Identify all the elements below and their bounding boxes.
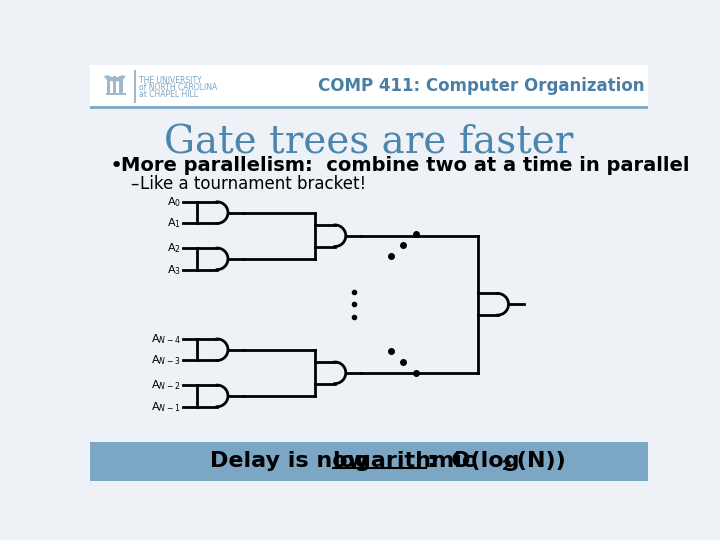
Text: THE UNIVERSITY: THE UNIVERSITY <box>139 76 202 85</box>
FancyBboxPatch shape <box>90 65 648 481</box>
Text: •: • <box>109 156 122 176</box>
Text: COMP 411: Computer Organization: COMP 411: Computer Organization <box>318 77 644 96</box>
Text: A$_1$: A$_1$ <box>167 217 181 231</box>
Text: A$_{N-2}$: A$_{N-2}$ <box>151 378 181 392</box>
Text: Gate trees are faster: Gate trees are faster <box>164 125 574 162</box>
Text: A$_{N-1}$: A$_{N-1}$ <box>151 400 181 414</box>
Text: A$_0$: A$_0$ <box>166 195 181 209</box>
Text: (N)): (N)) <box>509 451 566 471</box>
FancyBboxPatch shape <box>120 76 122 92</box>
Text: A$_{N-4}$: A$_{N-4}$ <box>151 332 181 346</box>
FancyBboxPatch shape <box>90 442 648 481</box>
Text: A$_3$: A$_3$ <box>167 263 181 276</box>
FancyBboxPatch shape <box>113 76 117 92</box>
Text: logarithmic: logarithmic <box>333 451 476 471</box>
Text: –: – <box>130 175 139 193</box>
Text: More parallelism:  combine two at a time in parallel: More parallelism: combine two at a time … <box>121 156 690 174</box>
Text: A$_2$: A$_2$ <box>167 241 181 255</box>
Text: at CHAPEL HILL: at CHAPEL HILL <box>139 90 198 99</box>
FancyBboxPatch shape <box>106 92 126 95</box>
Text: 2: 2 <box>502 459 511 473</box>
Text: Delay is now: Delay is now <box>210 451 376 471</box>
Text: Like a tournament bracket!: Like a tournament bracket! <box>140 175 366 193</box>
FancyBboxPatch shape <box>107 76 110 92</box>
Text: :  O(log: : O(log <box>427 451 520 471</box>
FancyBboxPatch shape <box>90 65 648 107</box>
Text: of NORTH CAROLINA: of NORTH CAROLINA <box>139 83 217 92</box>
Text: A$_{N-3}$: A$_{N-3}$ <box>151 354 181 367</box>
